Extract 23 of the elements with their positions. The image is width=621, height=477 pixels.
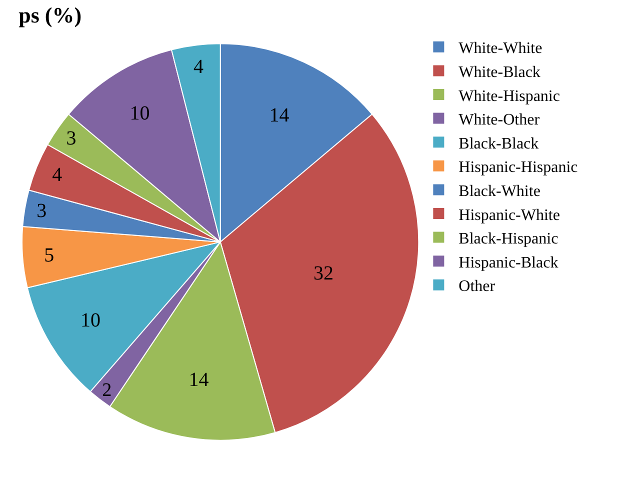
legend-label: Hispanic-Hispanic [458,159,578,176]
legend-label: White-White [458,40,542,58]
data-label: 14 [188,368,209,391]
legend-label: White-Other [458,112,540,129]
chart-title: ps (%) [18,2,82,28]
legend-label: Black-White [458,182,540,200]
data-label: 2 [102,380,112,401]
legend-label: Black-Hispanic [458,230,558,248]
data-label: 32 [314,262,334,284]
legend-label: Other [458,278,496,296]
data-label: 3 [66,128,76,150]
data-label: 4 [52,164,62,186]
legend-label: White-Hispanic [458,88,560,105]
legend-label: Black-Black [458,135,539,152]
legend-label: Hispanic-White [458,206,560,224]
data-label: 5 [44,244,54,266]
data-label: 3 [36,200,47,222]
legend-label: White-Black [458,64,540,81]
data-label: 10 [80,310,100,332]
legend-label: Hispanic-Black [458,254,558,272]
data-label: 4 [193,56,204,78]
data-label: 10 [130,102,150,124]
data-label: 14 [269,104,290,126]
